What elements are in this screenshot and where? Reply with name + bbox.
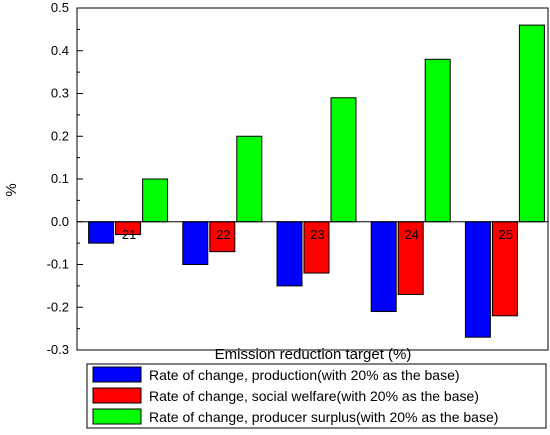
y-axis-title: %	[3, 183, 20, 196]
x-category-label: 21	[122, 227, 136, 242]
legend-box	[86, 363, 547, 429]
y-tick-label: 0.0	[51, 214, 69, 229]
legend-label: Rate of change, production(with 20% as t…	[149, 367, 460, 383]
x-axis-title: Emission reduction target (%)	[215, 346, 412, 363]
legend-swatch	[92, 387, 142, 404]
bar	[424, 58, 451, 223]
legend: Rate of change, production(with 20% as t…	[86, 363, 547, 429]
y-tick-label: 0.5	[51, 0, 69, 15]
x-category-label: 24	[404, 227, 418, 242]
x-category-label: 25	[499, 227, 513, 242]
bar	[370, 221, 397, 313]
y-tick-label: 0.3	[51, 86, 69, 101]
y-tick-label: 0.2	[51, 128, 69, 143]
bar	[397, 221, 424, 295]
bar	[276, 221, 303, 287]
x-category-label: 23	[310, 227, 324, 242]
bar	[209, 221, 236, 253]
bar	[518, 24, 545, 223]
legend-swatch	[92, 366, 142, 383]
y-tick-label: 0.4	[51, 43, 69, 58]
bar	[464, 221, 491, 338]
y-tick-label: -0.3	[47, 342, 69, 357]
legend-label: Rate of change, social welfare(with 20% …	[149, 388, 479, 404]
y-tick-label: -0.1	[47, 257, 69, 272]
y-tick-label: -0.2	[47, 299, 69, 314]
bar	[182, 221, 209, 265]
legend-swatch	[92, 408, 142, 425]
bar	[88, 221, 115, 244]
y-tick-label: 0.1	[51, 171, 69, 186]
legend-label: Rate of change, producer surplus(with 20…	[149, 409, 498, 425]
bar	[491, 221, 518, 317]
x-category-label: 22	[216, 227, 230, 242]
bar	[330, 97, 357, 223]
bar	[142, 178, 169, 223]
bar	[236, 135, 263, 223]
